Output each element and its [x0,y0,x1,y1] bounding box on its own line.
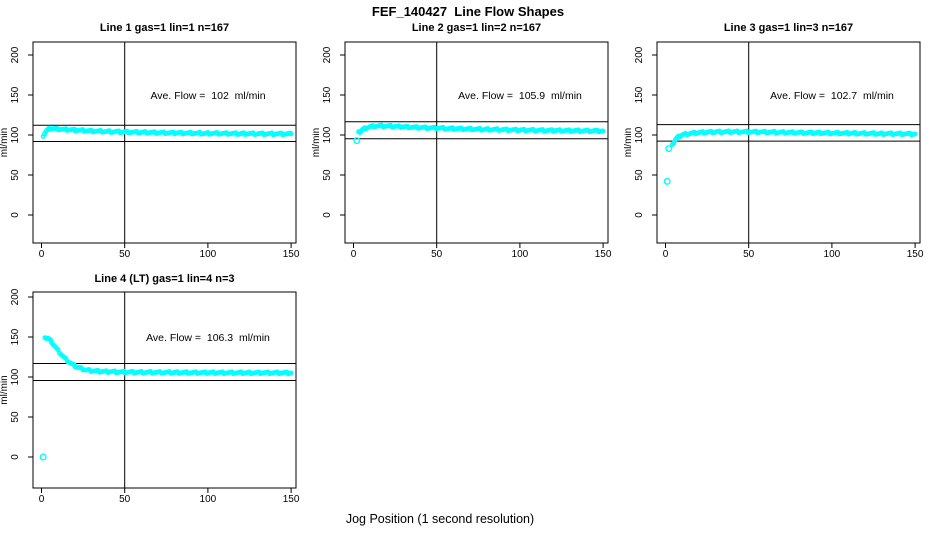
y-tick-label: 50 [322,169,333,181]
plot-box [656,41,921,244]
y-tick-label: 50 [634,169,645,181]
y-tick-label: 50 [10,169,21,181]
plot-box [344,41,609,244]
y-tick-label: 200 [10,288,21,305]
x-tick-label: 50 [743,249,755,260]
ave-flow-annotation: Ave. Flow = 102 ml/min [150,90,265,102]
panel-title: Line 4 (LT) gas=1 lin=4 n=3 [94,273,234,285]
plot-box [32,291,297,489]
y-tick-label: 100 [322,126,333,143]
y-tick-label: 0 [634,212,645,218]
main-title: FEF_140427 Line Flow Shapes [371,4,565,19]
outlier-point [353,137,361,145]
x-tick-label: 100 [512,249,529,260]
x-tick-label: 50 [431,249,443,260]
outlier-point [663,177,671,185]
x-tick-label: 0 [663,249,669,260]
x-tick-label: 100 [824,249,841,260]
y-axis-label: ml/min [624,128,634,157]
data-points [663,128,918,185]
y-tick-label: 100 [10,126,21,143]
x-tick-label: 100 [200,249,217,260]
y-tick-label: 200 [10,46,21,63]
y-tick-label: 100 [10,368,21,385]
x-tick-label: 0 [39,494,45,505]
data-points [40,125,294,139]
y-tick-label: 150 [634,86,645,103]
panel-line-1-chart: Line 1 gas=1 lin=1 n=167 0 50 100 150 0 50 100 1… [0,22,300,260]
ave-flow-annotation: Ave. Flow = 106.3 ml/min [146,332,270,344]
ave-flow-annotation: Ave. Flow = 105.9 ml/min [458,90,582,102]
y-tick-label: 0 [322,212,333,218]
panel-line-2-chart: Line 2 gas=1 lin=2 n=167 0 50 100 150 0 50 100 1… [312,22,612,260]
x-tick-label: 150 [907,249,924,260]
x-tick-label: 150 [283,494,300,505]
panel-title: Line 2 gas=1 lin=2 n=167 [412,22,541,34]
data-points [353,122,606,145]
panel-title: Line 1 gas=1 lin=1 n=167 [100,22,229,34]
outlier-point [665,145,673,153]
y-tick-label: 100 [634,126,645,143]
y-axis-label: ml/min [0,128,10,157]
y-axis-label: ml/min [0,375,10,404]
y-axis-label: ml/min [312,128,322,157]
y-tick-label: 150 [10,328,21,345]
x-tick-label: 50 [119,494,131,505]
y-tick-label: 200 [322,46,333,63]
y-tick-label: 0 [10,454,21,460]
x-tick-label: 150 [283,249,300,260]
y-tick-label: 150 [322,86,333,103]
y-tick-label: 200 [634,46,645,63]
panel-line-4-chart: Line 4 (LT) gas=1 lin=4 n=3 0 50 100 150 0 50 1… [0,273,300,505]
x-tick-label: 150 [595,249,612,260]
panel-title: Line 3 gas=1 lin=3 n=167 [724,22,853,34]
panel-line-3-chart: Line 3 gas=1 lin=3 n=167 0 50 100 150 0 50 100 1… [624,22,924,260]
x-tick-label: 0 [39,249,45,260]
x-tick-label: 50 [119,249,131,260]
ave-flow-annotation: Ave. Flow = 102.7 ml/min [770,90,894,102]
y-tick-label: 150 [10,86,21,103]
data-points [39,335,294,461]
y-tick-label: 50 [10,411,21,423]
x-axis-label: Jog Position (1 second resolution) [345,512,535,526]
outlier-point [39,453,47,461]
plot-box [32,41,297,244]
y-tick-label: 0 [10,212,21,218]
x-tick-label: 0 [351,249,357,260]
x-tick-label: 100 [200,494,217,505]
